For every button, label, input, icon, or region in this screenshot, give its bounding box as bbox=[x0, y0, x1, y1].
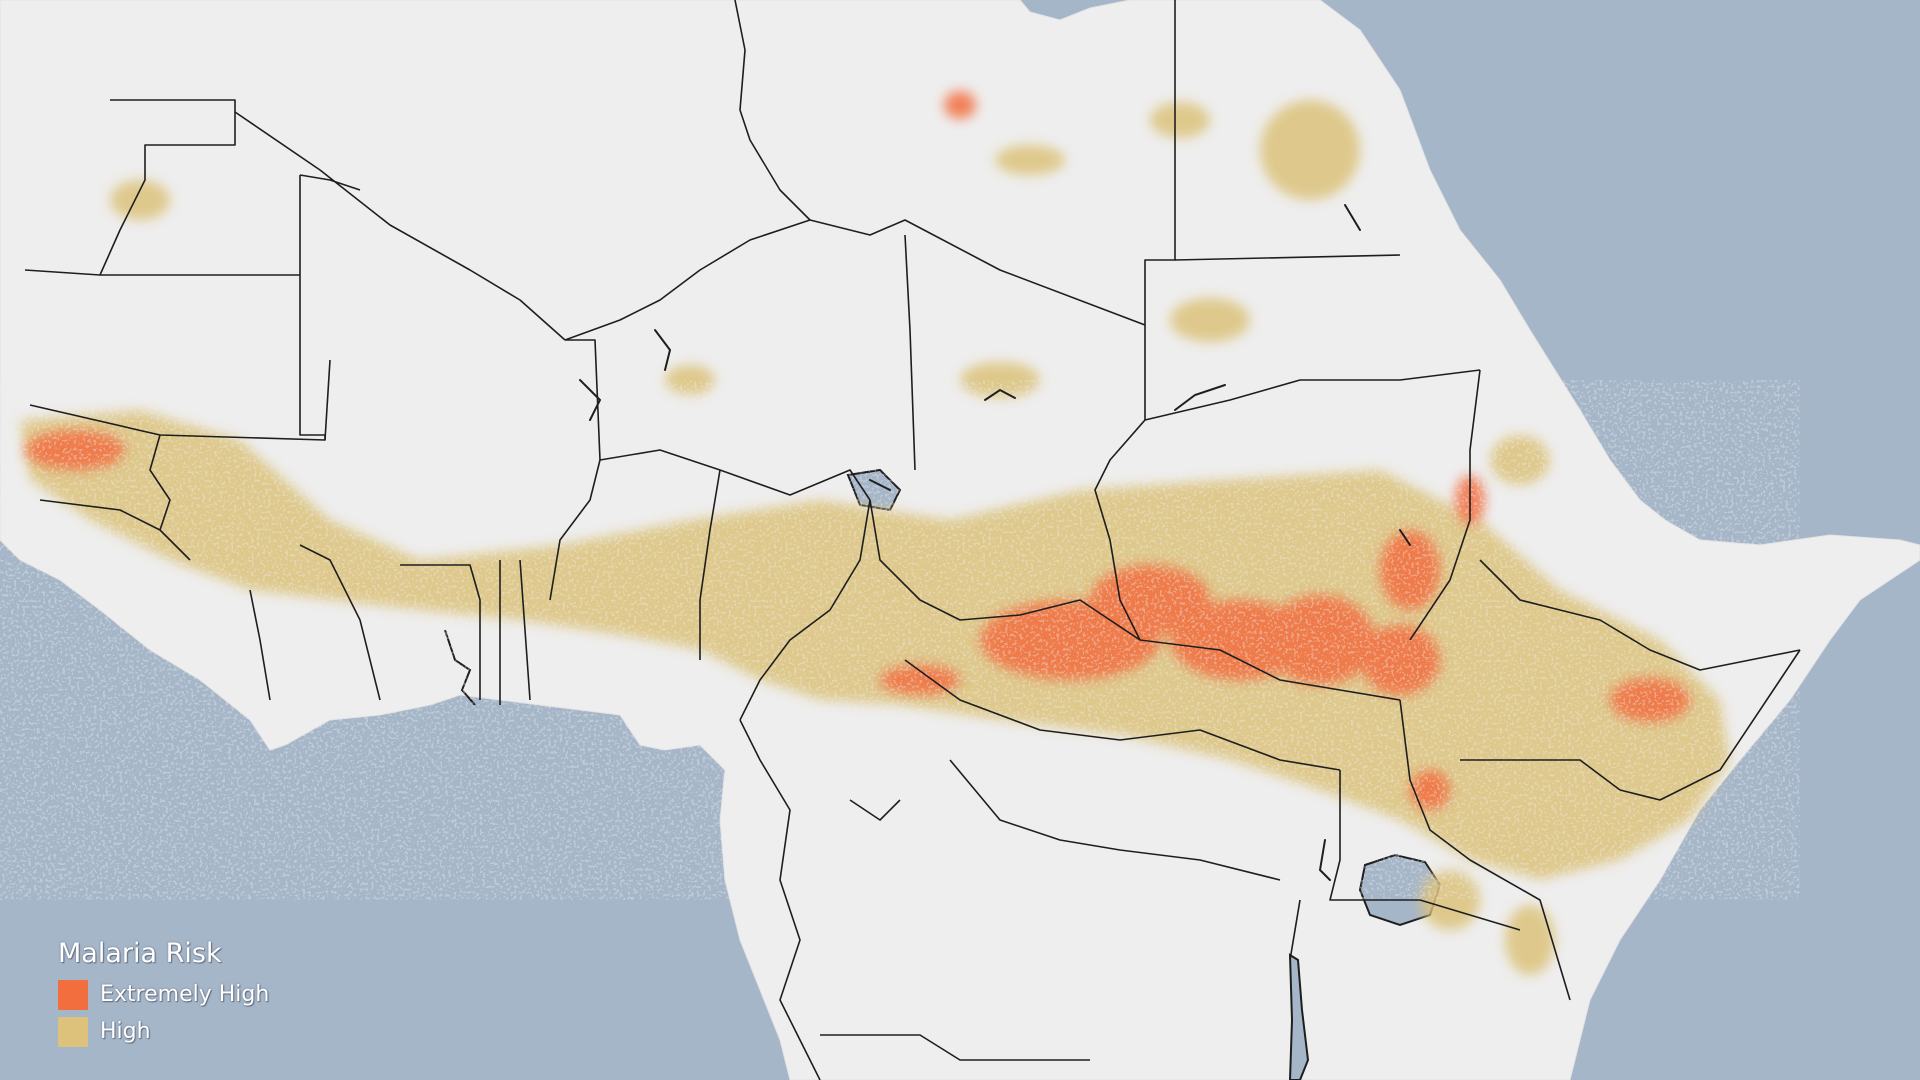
legend-item-high: High bbox=[58, 1013, 269, 1050]
texture-overlay bbox=[0, 380, 1800, 900]
legend-item-extremely-high: Extremely High bbox=[58, 976, 269, 1013]
legend-label-extremely-high: Extremely High bbox=[100, 981, 270, 1007]
legend-title: Malaria Risk bbox=[58, 938, 222, 969]
legend-label-high: High bbox=[100, 1018, 151, 1044]
legend-swatch-high bbox=[58, 1016, 88, 1047]
lake-tanganyika bbox=[1288, 953, 1310, 1080]
legend: Malaria Risk Extremely High High bbox=[58, 936, 269, 1050]
wadi-markings bbox=[579, 204, 1411, 881]
legend-swatch-extremely-high bbox=[58, 979, 88, 1010]
country-borders bbox=[24, 0, 1801, 1080]
